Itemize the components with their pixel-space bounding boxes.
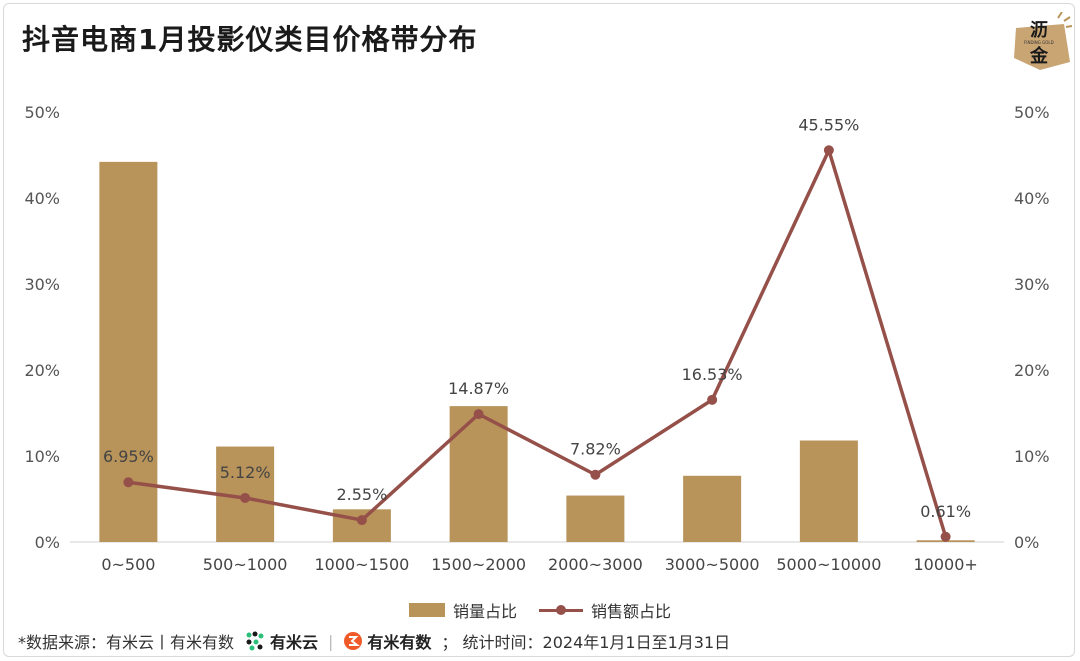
- line-point-500~1000: [240, 492, 251, 503]
- chart-legend: 销量占比 销售额占比: [0, 598, 1080, 622]
- legend-item-sales-amount: 销售额占比: [539, 598, 671, 622]
- youmiyun-brand-label: 有米云: [270, 633, 319, 652]
- y-right-tick-label: 30%: [1014, 275, 1050, 294]
- sales-amount-line: [128, 148, 948, 538]
- x-tick-label: 5000~10000: [776, 555, 881, 574]
- legend-swatch-bar: [408, 603, 445, 617]
- y-right-tick-label: 0%: [1014, 533, 1039, 552]
- line-point-3000~5000: [707, 394, 718, 405]
- source-text: *数据来源：有米云丨有米有数: [18, 633, 235, 652]
- bar-5000~10000: [799, 440, 858, 542]
- y-right-tick-label: 20%: [1014, 361, 1050, 380]
- bar-1500~2000: [449, 406, 508, 542]
- y-right-tick-label: 40%: [1014, 189, 1050, 208]
- line-data-label: 7.82%: [570, 440, 621, 459]
- period-text: ； 统计时间：2024年1月1日至1月31日: [441, 633, 731, 652]
- y-left-tick-label: 20%: [24, 361, 60, 380]
- y-left-tick-label: 50%: [24, 103, 60, 122]
- line-point-0~500: [123, 477, 134, 488]
- y-left-tick-label: 0%: [35, 533, 60, 552]
- x-tick-label: 3000~5000: [665, 555, 760, 574]
- line-data-label: 45.55%: [798, 115, 859, 134]
- y-left-tick-label: 30%: [24, 275, 60, 294]
- y-axis-left: 0% 10% 20% 30% 40% 50%: [24, 103, 60, 552]
- bar-series: [99, 161, 975, 542]
- bar-2000~3000: [566, 495, 625, 542]
- x-tick-label: 1000~1500: [314, 555, 409, 574]
- y-right-tick-label: 10%: [1014, 447, 1050, 466]
- logo-small-text: FINDING GOLD: [1024, 40, 1054, 45]
- legend-swatch-line: [539, 603, 583, 617]
- bar-1000~1500: [332, 509, 391, 542]
- line-data-label: 14.87%: [448, 379, 509, 398]
- chart-frame: [3, 3, 1075, 657]
- x-tick-label: 500~1000: [203, 555, 288, 574]
- line-point-2000~3000: [590, 469, 601, 480]
- legend-item-sales-volume: 销量占比: [408, 598, 517, 622]
- youmiyoushu-brand-label: 有米有数: [367, 633, 432, 652]
- youmiyun-brand: 有米云: [244, 629, 318, 653]
- line-point-10000+: [940, 531, 951, 542]
- price-band-chart: 0% 10% 20% 30% 40% 50% 0% 10% 20% 30% 40% 50% 6.95…: [24, 103, 1050, 574]
- logo-char-1: 沥: [1030, 20, 1048, 41]
- line-point-1500~2000: [473, 409, 484, 420]
- line-series: 6.95% 5.12% 2.55% 14.87% 7.82% 16.53% 45.55% 0.…: [103, 115, 971, 542]
- footer: *数据来源：有米云丨有米有数 有米云 | 有米有数 ； 统计时间：2024年1月…: [18, 627, 730, 655]
- chart-title: 抖音电商1月投影仪类目价格带分布: [22, 23, 478, 56]
- y-right-tick-label: 50%: [1014, 103, 1050, 122]
- x-tick-label: 0~500: [101, 555, 155, 574]
- y-left-tick-label: 10%: [24, 447, 60, 466]
- x-tick-label: 1500~2000: [431, 555, 526, 574]
- x-tick-label: 2000~3000: [548, 555, 643, 574]
- youmiyoushu-brand: 有米有数: [343, 629, 431, 653]
- x-axis-labels: 0~500 500~1000 1000~1500 1500~2000 2000~3000…: [101, 555, 977, 574]
- youmiyoushu-icon: [344, 632, 363, 650]
- legend-label-sales-volume: 销量占比: [452, 602, 517, 621]
- line-point-1000~1500: [356, 515, 367, 526]
- line-data-label: 5.12%: [220, 463, 271, 482]
- logo-char-2: 金: [1029, 45, 1049, 67]
- legend-label-sales-amount: 销售额占比: [591, 602, 672, 621]
- line-point-5000~10000: [823, 145, 834, 156]
- youmiyun-icon: [246, 631, 264, 651]
- line-data-label: 16.53%: [682, 365, 743, 384]
- brand-separator: |: [328, 631, 334, 651]
- line-data-label: 0.61%: [920, 502, 971, 521]
- y-axis-right: 0% 10% 20% 30% 40% 50%: [1014, 103, 1050, 552]
- lijin-logo: 沥 FINDING GOLD 金: [1010, 11, 1073, 74]
- bar-3000~5000: [683, 475, 742, 542]
- y-left-tick-label: 40%: [24, 189, 60, 208]
- line-data-label: 2.55%: [336, 485, 387, 504]
- line-data-label: 6.95%: [103, 447, 154, 466]
- x-tick-label: 10000+: [913, 555, 977, 574]
